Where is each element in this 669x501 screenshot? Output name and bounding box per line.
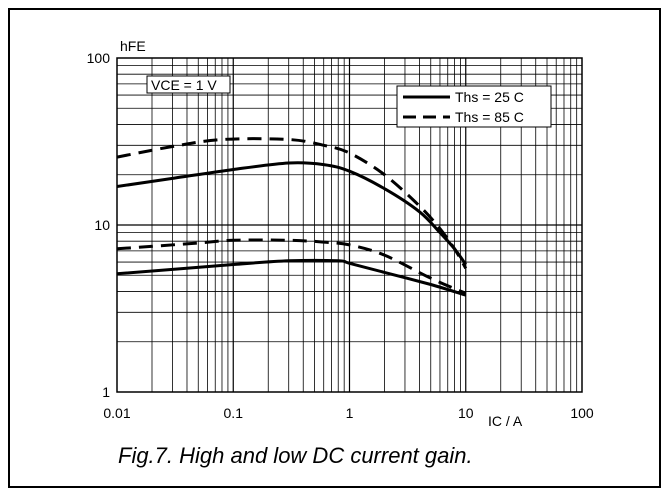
y-axis-label: hFE bbox=[120, 38, 146, 54]
condition-label-box bbox=[146, 75, 231, 94]
plot-frame bbox=[116, 57, 583, 393]
series-line-85c-high bbox=[116, 137, 468, 270]
x-tick-label: 0.1 bbox=[224, 405, 244, 421]
series bbox=[116, 137, 468, 297]
grid bbox=[117, 58, 582, 392]
x-tick-label: 10 bbox=[458, 405, 474, 421]
legend-label-25c: Ths = 25 C bbox=[455, 89, 524, 105]
axis-ticks: 0.01 0.1 1 10 100 1 10 100 bbox=[87, 50, 594, 421]
series-line-85c-low bbox=[116, 238, 467, 295]
legend-label-85c: Ths = 85 C bbox=[455, 109, 524, 125]
series-line-25c-low bbox=[116, 258, 467, 297]
x-tick-label: 100 bbox=[570, 405, 594, 421]
legend: Ths = 25 C Ths = 85 C bbox=[396, 85, 552, 128]
y-tick-label: 1 bbox=[102, 384, 110, 400]
x-axis-label: IC / A bbox=[488, 413, 523, 429]
legend-box bbox=[396, 85, 552, 128]
y-tick-label: 10 bbox=[94, 217, 110, 233]
x-tick-label: 1 bbox=[346, 405, 354, 421]
y-tick-label: 100 bbox=[87, 50, 111, 66]
x-tick-label: 0.01 bbox=[103, 405, 130, 421]
figure-caption: Fig.7. High and low DC current gain. bbox=[118, 443, 473, 468]
condition-label: VCE = 1 V bbox=[146, 75, 231, 94]
condition-label-text: VCE = 1 V bbox=[151, 77, 217, 93]
series-line-25c-high bbox=[116, 161, 468, 266]
